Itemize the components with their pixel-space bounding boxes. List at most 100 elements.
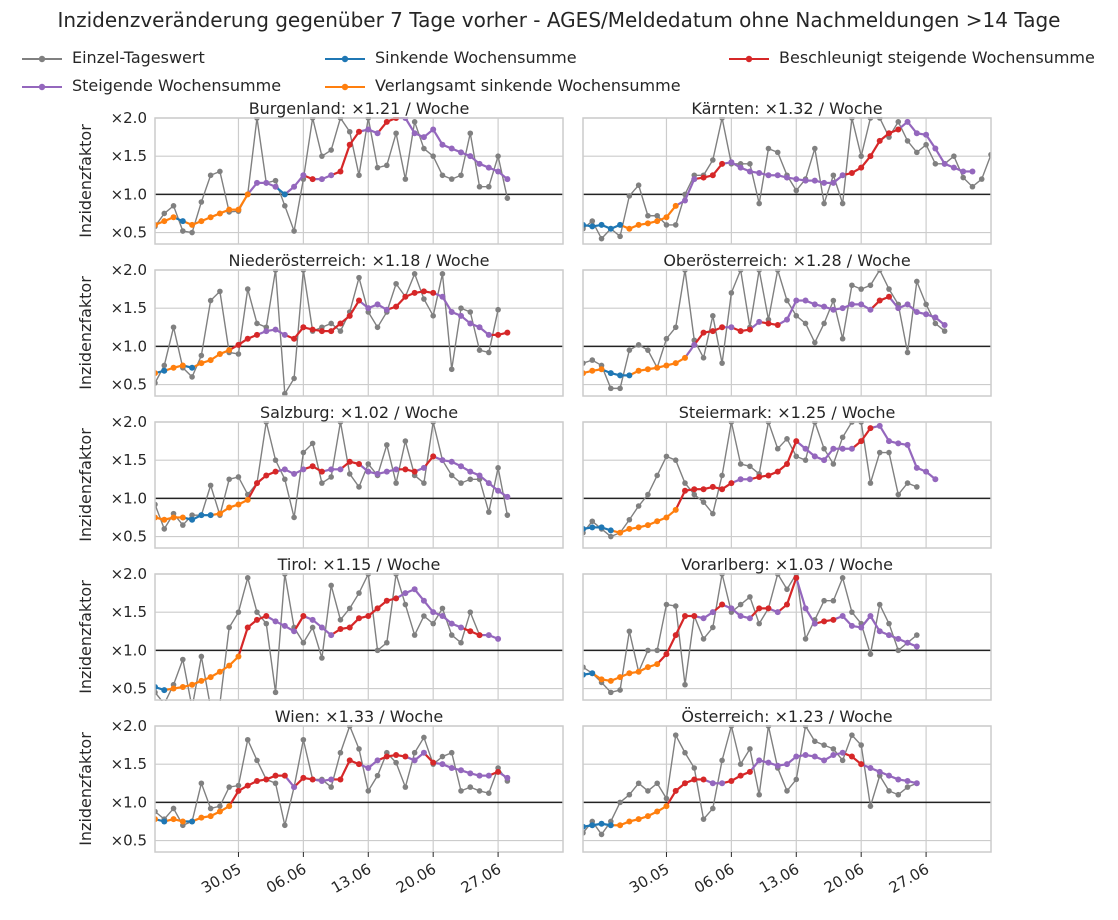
point-weekly (272, 468, 279, 475)
point-daily (207, 172, 214, 179)
segment-weekly (785, 577, 798, 605)
point-daily (337, 749, 344, 756)
point-daily (793, 187, 800, 194)
point-weekly (709, 609, 716, 616)
point-daily (635, 342, 642, 348)
point-daily (756, 200, 762, 207)
point-daily (923, 301, 929, 308)
point-weekly (876, 137, 883, 144)
point-weekly (821, 757, 828, 764)
point-weekly (598, 676, 605, 683)
point-daily (756, 620, 762, 627)
x-tick-label: 13.06 (756, 860, 802, 897)
panel: Wien: ×1.33 / Woche ×0.5 ×1.0 ×1.5 ×2.0 Inzid… (76, 707, 564, 897)
point-weekly (626, 372, 633, 379)
point-weekly (226, 347, 233, 354)
point-weekly (356, 615, 362, 622)
point-daily (830, 746, 837, 752)
point-daily (858, 153, 864, 159)
point-daily (254, 320, 260, 327)
panel-title: Tirol: ×1.15 / Woche (277, 555, 441, 574)
point-daily (839, 335, 846, 342)
point-weekly (309, 776, 316, 783)
point-weekly (886, 632, 892, 639)
point-weekly (793, 574, 800, 581)
point-daily (421, 145, 427, 152)
point-daily (960, 174, 966, 181)
point-weekly (821, 303, 828, 310)
point-weekly (737, 613, 744, 619)
point-daily (895, 119, 902, 125)
point-weekly (774, 321, 781, 328)
point-daily (793, 453, 800, 460)
point-weekly (458, 767, 464, 774)
point-weekly (179, 684, 186, 691)
point-weekly (356, 128, 362, 135)
point-weekly (346, 458, 353, 465)
point-weekly (198, 814, 205, 821)
point-weekly (756, 605, 763, 612)
point-daily (821, 445, 827, 452)
point-daily (645, 788, 651, 794)
y-tick-label: ×1.0 (111, 337, 147, 355)
point-weekly (485, 772, 492, 779)
panel-frame (154, 725, 564, 853)
point-weekly (476, 632, 483, 639)
panel-title: Oberösterreich: ×1.28 / Woche (663, 251, 910, 270)
y-tick-label: ×1.0 (111, 185, 147, 203)
point-weekly (895, 126, 902, 133)
panel-frame (582, 269, 992, 397)
point-weekly (858, 761, 865, 768)
point-weekly (784, 316, 790, 323)
point-daily (448, 472, 455, 479)
point-daily (486, 349, 492, 356)
point-weekly (467, 320, 474, 327)
point-weekly (374, 130, 381, 137)
point-weekly (365, 305, 372, 312)
point-daily (458, 480, 464, 486)
point-weekly (876, 297, 883, 304)
point-weekly (300, 172, 307, 179)
point-daily (328, 474, 334, 480)
point-daily (402, 601, 409, 608)
point-weekly (774, 468, 781, 475)
point-weekly (923, 131, 930, 138)
point-daily (710, 313, 716, 319)
point-daily (300, 449, 307, 456)
legend-marker (729, 55, 769, 63)
point-daily (663, 453, 670, 460)
point-weekly (802, 445, 809, 452)
point-daily (849, 282, 855, 289)
point-weekly (374, 605, 381, 612)
point-weekly (254, 777, 260, 784)
point-daily (951, 153, 957, 159)
point-weekly (672, 360, 679, 367)
point-weekly (458, 463, 464, 470)
panel-frame (154, 573, 564, 701)
point-weekly (644, 522, 651, 529)
point-weekly (244, 191, 251, 198)
panel-title: Burgenland: ×1.21 / Woche (249, 99, 470, 118)
point-weekly (728, 605, 735, 612)
segment-weekly (683, 178, 696, 201)
point-weekly (802, 605, 809, 612)
point-weekly (913, 309, 920, 315)
x-tick-label: 06.06 (263, 860, 309, 897)
point-daily (672, 603, 679, 609)
point-daily (904, 349, 911, 356)
point-weekly (811, 620, 818, 627)
point-weekly (439, 293, 446, 300)
point-weekly (969, 168, 976, 175)
point-weekly (411, 586, 418, 593)
point-weekly (682, 487, 688, 494)
point-weekly (728, 159, 735, 166)
point-daily (821, 597, 827, 604)
point-daily (691, 765, 698, 771)
point-daily (244, 736, 251, 743)
point-weekly (663, 651, 670, 658)
point-daily (486, 183, 492, 190)
segment-weekly (339, 759, 351, 780)
point-daily (346, 605, 353, 612)
point-daily (682, 480, 688, 486)
